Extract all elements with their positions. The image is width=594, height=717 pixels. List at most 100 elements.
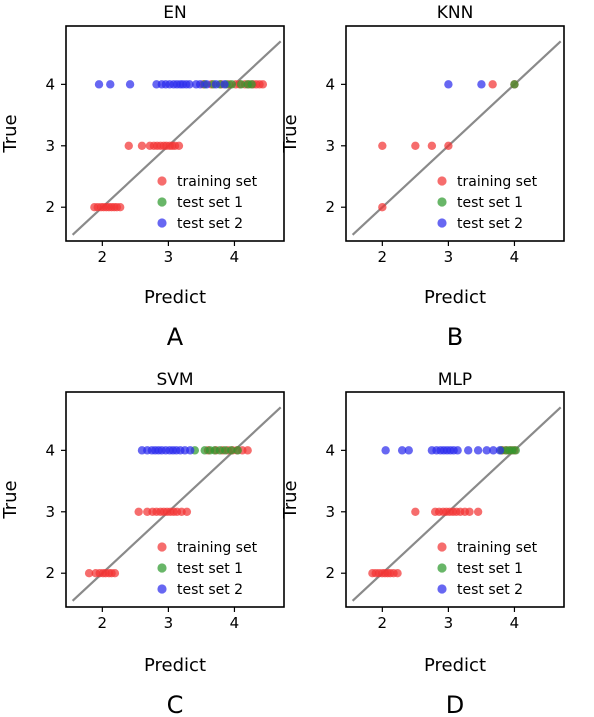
legend-label-test1: test set 1 — [177, 561, 243, 577]
chart-panel-d: MLP 2 3 4 2 3 4 Predict True training set test set… — [280, 370, 565, 717]
x-axis-label: Predict — [424, 287, 486, 308]
point-test2 — [453, 446, 462, 455]
legend-label-test1: test set 1 — [457, 195, 523, 211]
point-training — [411, 507, 420, 516]
point-training — [134, 507, 143, 516]
legend-marker-test1 — [157, 563, 167, 573]
plot-frame — [65, 391, 285, 608]
point-training — [115, 203, 125, 212]
legend-marker-training — [437, 542, 447, 552]
x-tick-label: 3 — [444, 614, 454, 632]
chart-title: KNN — [437, 3, 474, 23]
point-training — [243, 446, 252, 455]
y-axis-label: True — [280, 480, 301, 519]
point-test2 — [477, 80, 486, 89]
point-test2 — [202, 80, 211, 89]
legend-label-training: training set — [457, 540, 538, 556]
point-test1 — [510, 80, 519, 89]
y-tick-label: 3 — [45, 137, 55, 155]
legend: training set test set 1 test set 2 — [157, 540, 258, 598]
y-axis-label: True — [0, 480, 21, 519]
x-tick-label: 2 — [98, 614, 108, 632]
panel-label: B — [447, 323, 463, 351]
point-test2 — [94, 80, 104, 89]
point-training — [124, 141, 133, 150]
legend-label-test1: test set 1 — [177, 195, 243, 211]
point-test2 — [397, 446, 407, 455]
point-training — [174, 141, 184, 150]
point-test2 — [220, 80, 229, 89]
x-tick-label: 2 — [378, 248, 388, 266]
point-training — [258, 80, 268, 89]
legend-marker-test2 — [437, 218, 447, 228]
point-test2 — [444, 80, 453, 89]
point-test2 — [106, 80, 115, 89]
identity-line — [71, 40, 282, 236]
panel-label: A — [167, 323, 184, 351]
point-training — [182, 507, 192, 516]
point-test2 — [473, 446, 483, 455]
legend-label-test2: test set 2 — [457, 216, 523, 232]
legend-marker-training — [157, 176, 167, 186]
legend-label-training: training set — [457, 174, 538, 190]
point-test1 — [227, 80, 237, 89]
point-test2 — [404, 446, 413, 455]
x-tick-label: 2 — [378, 614, 388, 632]
point-training — [444, 141, 453, 150]
y-axis-label: True — [0, 114, 21, 153]
legend-marker-test1 — [157, 197, 167, 207]
x-tick-label: 3 — [444, 248, 454, 266]
point-test1 — [511, 446, 520, 455]
legend: training set test set 1 test set 2 — [437, 540, 538, 598]
point-training — [393, 569, 402, 578]
panel-label: C — [167, 691, 184, 717]
legend-marker-test2 — [437, 584, 447, 594]
point-training — [411, 141, 420, 150]
point-test1 — [221, 446, 230, 455]
legend: training set test set 1 test set 2 — [157, 174, 258, 232]
y-tick-label: 4 — [325, 75, 335, 93]
point-training — [110, 569, 120, 578]
point-test2 — [495, 446, 505, 455]
chart-panel-b: KNN 2 3 4 2 3 4 Predict True training set test set… — [280, 3, 565, 351]
legend-marker-test1 — [437, 563, 447, 573]
point-training — [488, 80, 497, 89]
chart-title: EN — [163, 3, 186, 23]
x-tick-label: 3 — [164, 248, 174, 266]
x-tick-label: 2 — [98, 248, 108, 266]
point-test1 — [226, 446, 236, 455]
legend-label-test1: test set 1 — [457, 561, 523, 577]
point-training — [378, 141, 387, 150]
identity-line — [351, 406, 562, 602]
point-test2 — [211, 80, 221, 89]
point-training — [427, 141, 437, 150]
point-test2 — [185, 446, 195, 455]
chart-title: SVM — [156, 370, 193, 390]
x-tick-label: 4 — [230, 614, 240, 632]
y-tick-label: 3 — [325, 137, 335, 155]
legend-label-test2: test set 2 — [177, 216, 243, 232]
y-tick-label: 2 — [325, 198, 335, 216]
point-test1 — [236, 80, 246, 89]
point-training — [137, 141, 147, 150]
point-test2 — [489, 446, 498, 455]
point-training — [465, 507, 474, 516]
point-test2 — [125, 80, 135, 89]
y-tick-label: 4 — [45, 441, 55, 459]
x-tick-label: 3 — [164, 614, 174, 632]
x-axis-label: Predict — [144, 287, 206, 308]
x-axis-label: Predict — [424, 655, 486, 676]
x-tick-label: 4 — [230, 248, 240, 266]
plot-frame — [65, 25, 285, 242]
point-test2 — [195, 80, 205, 89]
point-test2 — [482, 446, 491, 455]
chart-title: MLP — [438, 370, 472, 390]
plot-frame — [345, 391, 565, 608]
legend-label-training: training set — [177, 540, 258, 556]
point-training — [84, 569, 94, 578]
legend-label-training: training set — [177, 174, 258, 190]
identity-line — [351, 40, 562, 236]
x-tick-label: 4 — [510, 614, 520, 632]
point-test1 — [233, 446, 242, 455]
panel-label: D — [446, 691, 464, 717]
